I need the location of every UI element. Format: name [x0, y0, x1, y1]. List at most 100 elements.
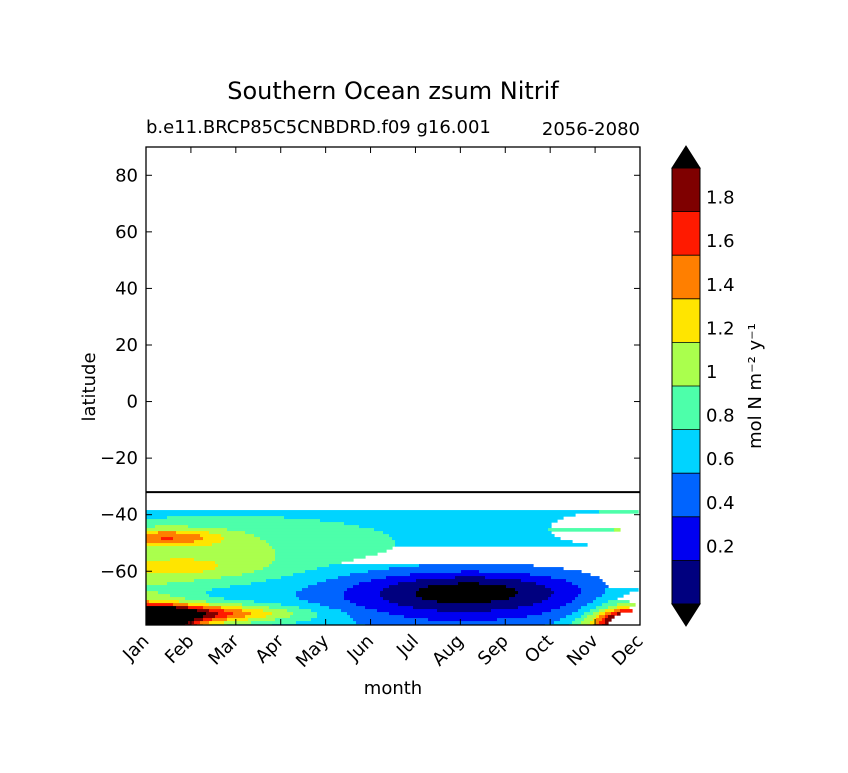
contour-cell	[386, 576, 456, 580]
contour-cell	[605, 591, 630, 595]
contour-cell	[533, 603, 567, 607]
colorbar-tick-label: 1	[706, 362, 717, 383]
contour-cell	[350, 600, 390, 604]
contour-cell	[272, 561, 342, 565]
colorbar-extend-max	[671, 145, 701, 169]
contour-cell	[617, 612, 621, 616]
contour-cell	[596, 621, 600, 625]
contour-cell	[266, 540, 396, 544]
contour-cell	[575, 597, 597, 601]
contour-cell	[344, 597, 384, 601]
contour-cell	[218, 564, 270, 568]
contour-cell	[254, 534, 390, 538]
contour-cell	[389, 567, 564, 571]
y-tick-label: −20	[100, 448, 138, 469]
contour-cell	[518, 591, 555, 595]
contour-cell	[227, 615, 246, 619]
contour-cell	[350, 573, 411, 577]
contour-cell	[263, 567, 318, 571]
contour-cell	[188, 603, 210, 607]
contour-cell	[530, 573, 591, 577]
contour-cell	[566, 615, 582, 619]
contour-cell	[206, 591, 297, 595]
contour-cell	[146, 564, 219, 568]
contour-cell	[602, 594, 624, 598]
contour-cell	[437, 600, 492, 604]
contour-cell	[284, 516, 564, 520]
contour-cell	[509, 597, 549, 601]
colorbar-swatch	[672, 255, 700, 299]
colorbar-tick-label: 1.2	[706, 318, 735, 339]
contour-cell	[605, 612, 612, 616]
contour-cell	[260, 537, 393, 541]
contour-cell	[215, 615, 228, 619]
contour-cell	[146, 609, 198, 613]
contour-cell	[251, 612, 273, 616]
contour-cell	[200, 534, 222, 538]
contour-cell	[161, 537, 174, 541]
contour-cell	[551, 594, 579, 598]
contour-cell	[542, 600, 573, 604]
contour-cell	[146, 513, 576, 517]
contour-cell	[485, 576, 552, 580]
contour-cell	[173, 537, 204, 541]
contour-cell	[212, 618, 228, 622]
contour-cell	[146, 558, 171, 562]
contour-cell	[287, 609, 312, 613]
contour-cell	[599, 615, 606, 619]
contour-cell	[587, 603, 603, 607]
colorbar-tick-label: 1.4	[706, 275, 735, 296]
contour-cell	[269, 606, 300, 610]
contour-cell	[341, 609, 378, 613]
contour-cell	[296, 621, 357, 625]
contour-cell	[338, 576, 387, 580]
contour-cell	[437, 609, 492, 613]
contour-cell	[311, 609, 342, 613]
contour-cell	[398, 582, 459, 586]
contour-cell	[572, 600, 594, 604]
contour-cell	[389, 585, 429, 589]
x-tick-label: Sep	[474, 631, 513, 670]
contour-cell	[605, 588, 639, 592]
contour-cell	[566, 579, 603, 583]
colorbar-swatch	[672, 168, 700, 212]
contour-cell	[587, 615, 597, 619]
x-tick-label: Jul	[392, 631, 423, 662]
contour-cell	[200, 621, 210, 625]
contour-cell	[551, 609, 579, 613]
x-tick-label: Jun	[343, 631, 378, 666]
contour-cell	[179, 600, 207, 604]
contour-cell	[584, 618, 594, 622]
contour-cell	[521, 579, 567, 583]
contour-cell	[581, 606, 597, 610]
contour-cell	[479, 570, 582, 574]
contour-cell	[158, 531, 177, 535]
contour-cell	[218, 612, 234, 616]
contour-cell	[194, 621, 201, 625]
contour-cell	[380, 591, 417, 595]
contour-cell	[146, 588, 213, 592]
contour-cell	[146, 621, 189, 625]
contour-cell	[614, 609, 621, 613]
contour-cell	[146, 537, 162, 541]
contour-cell	[146, 570, 204, 574]
contour-cell	[212, 588, 303, 592]
contour-cell	[554, 621, 573, 625]
contour-cell	[581, 591, 606, 595]
x-tick-label: Jan	[118, 631, 153, 666]
contour-cell	[302, 588, 348, 592]
y-tick-label: 80	[115, 165, 138, 186]
contour-cell	[308, 600, 351, 604]
contour-cell	[254, 600, 309, 604]
contour-cell	[206, 612, 219, 616]
colorbar: 0.2 0.4 0.6 0.8 1 1.2 1.4 1.6 1.8	[671, 145, 735, 627]
contour-cell	[491, 600, 543, 604]
y-tick-label: 60	[115, 222, 138, 243]
contour-cell	[296, 591, 345, 595]
contour-cell	[608, 606, 618, 610]
contour-cell	[275, 549, 387, 553]
contour-cell	[149, 600, 180, 604]
contour-cell	[596, 615, 600, 619]
y-axis: 80 60 40 20 0 −20 −40 −60	[100, 165, 640, 582]
contour-cell	[242, 606, 270, 610]
